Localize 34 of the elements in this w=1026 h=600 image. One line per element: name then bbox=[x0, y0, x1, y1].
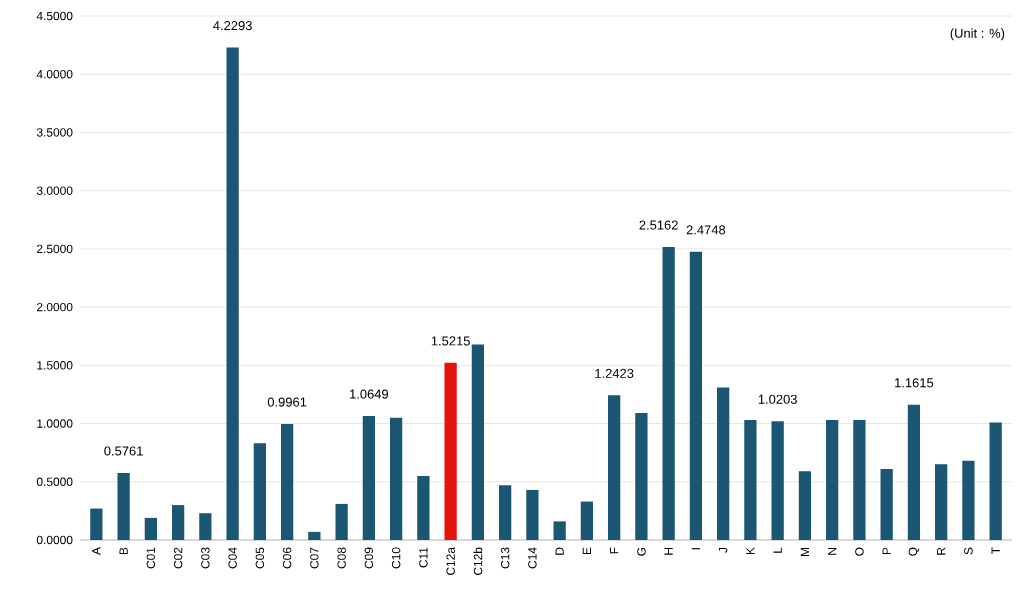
bar bbox=[717, 387, 730, 540]
bar bbox=[635, 413, 648, 540]
bar bbox=[744, 420, 757, 540]
bar bbox=[608, 395, 621, 540]
bar bbox=[117, 472, 130, 540]
bar bbox=[580, 501, 594, 540]
bar bbox=[499, 485, 512, 540]
bar bbox=[417, 475, 430, 540]
bar bbox=[689, 251, 703, 540]
bar bbox=[389, 417, 403, 540]
bar bbox=[935, 464, 948, 540]
bar bbox=[308, 531, 321, 540]
bar bbox=[853, 420, 866, 540]
bar bbox=[280, 424, 294, 540]
bar bbox=[826, 420, 839, 540]
bar bbox=[471, 344, 485, 540]
bar bbox=[199, 513, 212, 540]
bar bbox=[771, 421, 784, 540]
bar bbox=[880, 468, 893, 540]
bar bbox=[553, 521, 566, 540]
bar bbox=[662, 247, 675, 540]
bar bbox=[144, 517, 157, 540]
bar bbox=[253, 443, 266, 540]
bar bbox=[171, 505, 185, 540]
bar bbox=[962, 460, 975, 540]
bar bbox=[526, 489, 539, 540]
bar bbox=[90, 508, 103, 540]
bar bbox=[907, 404, 921, 540]
bar bbox=[362, 416, 375, 540]
bar bbox=[798, 471, 812, 540]
bar bbox=[226, 47, 239, 540]
bar bbox=[989, 422, 1002, 540]
bar bbox=[444, 362, 457, 540]
bar bbox=[335, 503, 348, 540]
